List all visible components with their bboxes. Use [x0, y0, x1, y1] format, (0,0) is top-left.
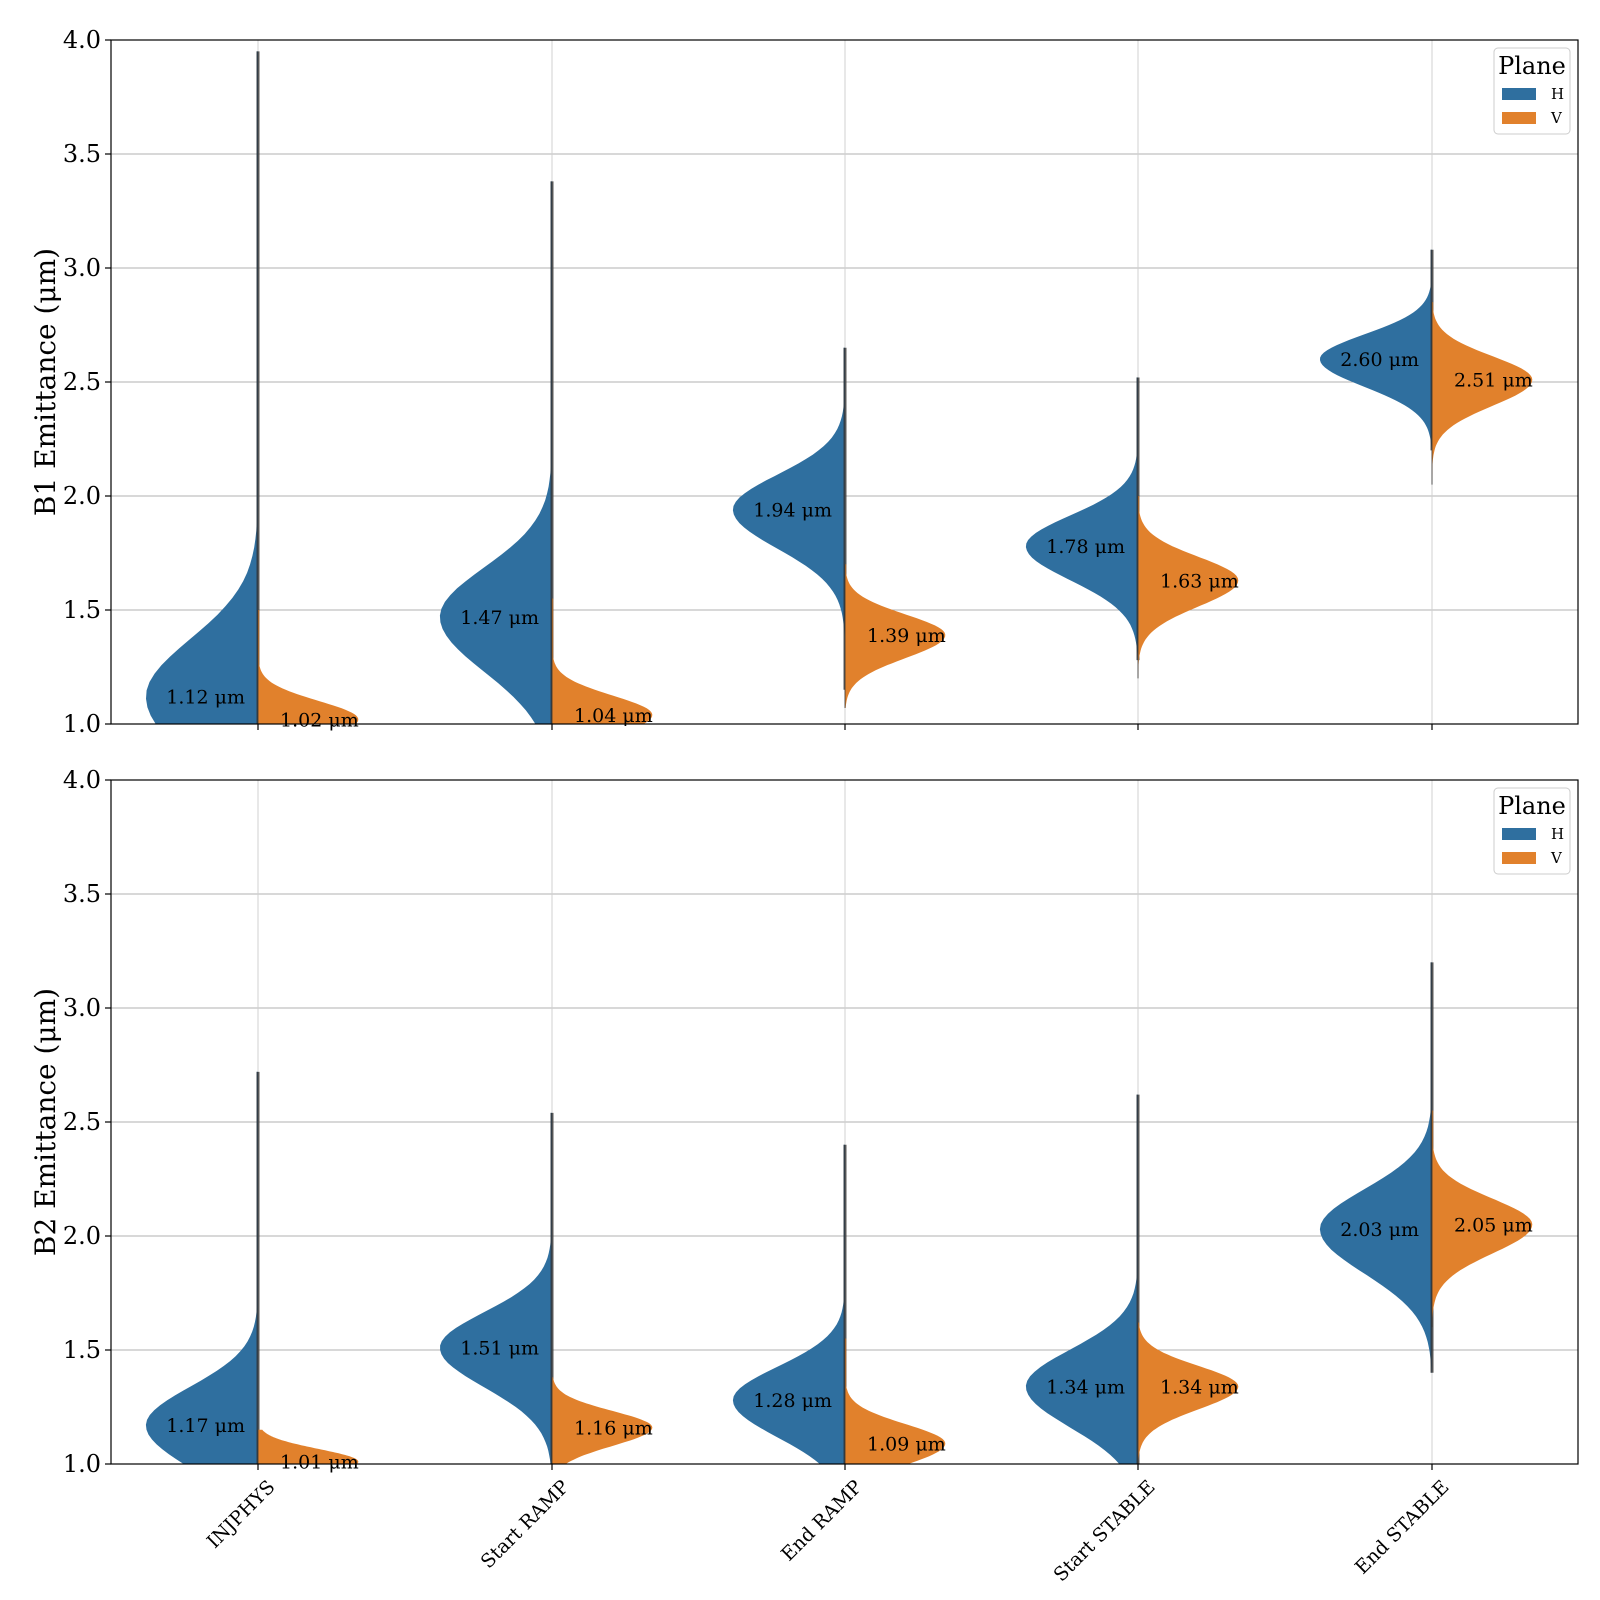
median-label: 1.17 μm: [166, 1415, 245, 1437]
legend-swatch-V: [1502, 852, 1536, 864]
y-tick-label: 1.5: [63, 596, 101, 624]
median-label: 2.60 μm: [1340, 349, 1419, 371]
violin-H-end-stable: [1320, 249, 1432, 451]
median-label: 1.16 μm: [574, 1418, 653, 1440]
violin-V-end-ramp: [845, 1338, 946, 1464]
median-label: 2.51 μm: [1454, 370, 1533, 392]
x-category-label: INJPHYS: [203, 1476, 280, 1553]
violin-H-start-ramp: [440, 1112, 552, 1464]
y-tick-label: 4.0: [63, 26, 101, 54]
y-tick-label: 4.0: [63, 766, 101, 794]
y-tick-label: 2.5: [63, 368, 101, 396]
median-label: 1.47 μm: [460, 607, 539, 629]
median-label: 2.03 μm: [1340, 1219, 1419, 1241]
violin-V-start-stable: [1138, 496, 1239, 679]
violin-V-injphys: [258, 610, 359, 724]
axes-frame: [110, 39, 1579, 725]
violin-V-start-stable: [1138, 1322, 1239, 1464]
median-label: 1.09 μm: [867, 1433, 946, 1455]
y-tick-label: 3.5: [63, 880, 101, 908]
median-label: 1.34 μm: [1046, 1376, 1125, 1398]
legend-swatch-H: [1502, 88, 1536, 100]
violin-H-end-ramp: [732, 347, 845, 690]
panel-bottom: 1.0 1.5 2.0 2.5 3.0 3.5 4.0 B2 Emittance (μm) 1.…: [29, 766, 1579, 1586]
y-tick-label: 1.0: [63, 1450, 101, 1478]
median-label: 1.51 μm: [460, 1338, 539, 1360]
legend-title: Plane: [1498, 52, 1566, 80]
legend-entry-V: V: [1550, 849, 1563, 867]
legend-entry-V: V: [1550, 109, 1563, 127]
median-label: 1.63 μm: [1160, 570, 1239, 592]
legend-entry-H: H: [1551, 825, 1564, 843]
violin-V-start-ramp: [552, 1377, 653, 1464]
violin-V-start-ramp: [552, 598, 653, 724]
y-axis-title: B1 Emittance (μm): [29, 248, 62, 516]
violin-V-end-ramp: [845, 564, 946, 709]
violin-H-start-ramp: [439, 181, 552, 725]
median-label: 1.78 μm: [1046, 536, 1125, 558]
median-label: 1.02 μm: [280, 709, 359, 731]
legend-entry-H: H: [1551, 85, 1564, 103]
median-label: 1.01 μm: [280, 1452, 359, 1474]
violin-H-start-stable: [1025, 377, 1138, 661]
violin-V-end-stable: [1432, 1110, 1533, 1328]
median-label: 1.34 μm: [1160, 1376, 1239, 1398]
y-tick-label: 3.0: [63, 994, 101, 1022]
axes-frame: [110, 779, 1579, 1465]
legend-title: Plane: [1498, 792, 1566, 820]
violin-H-injphys: [146, 51, 258, 724]
legend-swatch-V: [1502, 112, 1536, 124]
x-category-label: Start RAMP: [477, 1476, 574, 1573]
violin-V-end-stable: [1432, 302, 1533, 485]
violin-V-injphys: [258, 1429, 359, 1464]
y-tick-label: 1.5: [63, 1336, 101, 1364]
median-label: 1.28 μm: [753, 1390, 832, 1412]
median-label: 1.39 μm: [867, 625, 946, 647]
x-category-label: Start STABLE: [1050, 1476, 1160, 1586]
violin-H-end-stable: [1319, 962, 1432, 1373]
violin-H-end-ramp: [732, 1144, 845, 1464]
median-label: 1.04 μm: [574, 705, 653, 727]
legend-swatch-H: [1502, 828, 1536, 840]
y-tick-label: 3.0: [63, 254, 101, 282]
x-category-label: End STABLE: [1351, 1476, 1454, 1579]
median-label: 1.94 μm: [753, 500, 832, 522]
panel-top: 1.0 1.5 2.0 2.5 3.0 3.5 4.0 B1 Emittance (μm) 1.…: [29, 26, 1579, 738]
violin-H-start-stable: [1025, 1094, 1138, 1464]
y-tick-label: 2.5: [63, 1108, 101, 1136]
x-category-label: End RAMP: [777, 1476, 867, 1566]
y-tick-label: 2.0: [63, 1222, 101, 1250]
y-tick-label: 1.0: [63, 710, 101, 738]
violin-H-injphys: [145, 1071, 258, 1464]
y-axis-title: B2 Emittance (μm): [29, 988, 62, 1256]
y-tick-label: 2.0: [63, 482, 101, 510]
y-tick-label: 3.5: [63, 140, 101, 168]
median-label: 2.05 μm: [1454, 1215, 1533, 1237]
median-label: 1.12 μm: [166, 687, 245, 709]
